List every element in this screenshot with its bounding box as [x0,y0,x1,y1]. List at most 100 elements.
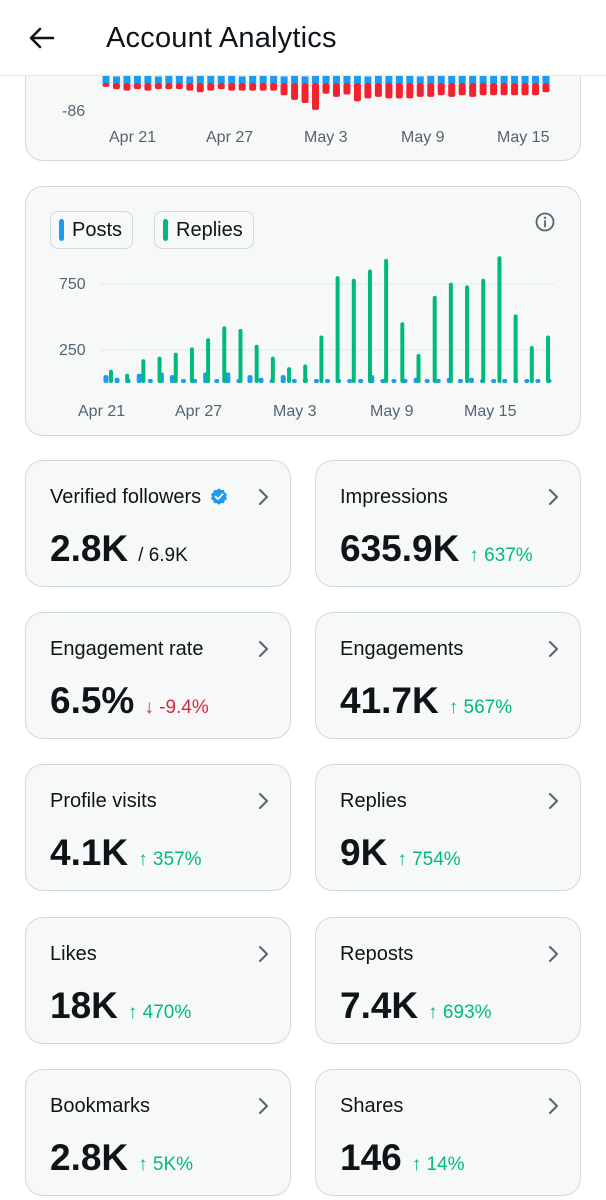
negative-bar [416,83,424,97]
positive-bar [427,74,435,83]
posts-bar [391,379,397,383]
stat-change: ↑ 637% [469,545,533,566]
posts-bar [247,375,253,383]
replies-bar [270,356,275,383]
legend-replies[interactable]: Replies [154,211,254,249]
chevron-right-icon [259,793,268,809]
stat-label: Reposts [340,942,413,966]
stat-card-verified-followers[interactable]: Verified followers 2.8K / 6.9K [25,460,291,587]
replies-bar [254,344,259,383]
positive-bar [301,76,309,83]
negative-bar [123,83,131,91]
stat-card-shares[interactable]: Shares 146 ↑ 14% [315,1069,581,1196]
replies-bar [319,335,324,383]
stat-value: 7.4K [340,985,419,1026]
positive-bar [102,74,110,83]
stat-label-text: Likes [50,943,97,965]
posts-bar [491,379,497,383]
negative-bar [165,83,173,90]
positive-bar [332,74,340,83]
chevron-right-icon [259,946,268,962]
negative-bar [385,83,393,99]
positive-bar [270,74,278,83]
negative-bar [312,83,320,110]
positive-bar [353,74,361,83]
posts-replies-bar-chart: 750 250 Apr 21 Apr 27 May 3 May 9 May 15 [59,256,554,420]
chevron-right-icon [549,1098,558,1114]
stat-card-bookmarks[interactable]: Bookmarks 2.8K ↑ 5K% [25,1069,291,1196]
negative-bar [217,83,225,90]
posts-bar [136,373,142,383]
posts-bar [468,377,474,383]
negative-bar [374,83,382,97]
positive-bar [291,74,299,83]
stat-card-reposts[interactable]: Reposts 7.4K ↑ 693% [315,917,581,1044]
replies-bar [173,352,178,383]
posts-replies-chart-card: 750 250 Apr 21 Apr 27 May 3 May 9 May 15 Posts… [25,186,581,436]
info-icon[interactable] [534,211,556,233]
stat-card-engagements[interactable]: Engagements 41.7K ↑ 567% [315,612,581,739]
negative-bar [186,83,194,91]
stat-value-row: 2.8K ↑ 5K% [50,1136,193,1187]
stat-label: Verified followers [50,485,229,509]
posts-bar [313,379,319,383]
chevron-right-icon [259,1098,268,1114]
negative-bar [364,83,372,99]
stat-label-text: Shares [340,1095,404,1117]
negative-bar [448,83,456,97]
y-tick-label: -86 [62,103,85,120]
positive-bar [186,76,194,83]
stat-value-row: 635.9K ↑ 637% [340,527,533,578]
legend-posts[interactable]: Posts [50,211,134,249]
posts-bar [181,379,187,383]
stat-change: ↑ 470% [127,1002,192,1023]
replies-bar [303,364,308,383]
stat-change: ↑ 5K% [138,1154,194,1175]
positive-bar [521,74,529,83]
stat-card-replies[interactable]: Replies 9K ↑ 754% [315,764,581,891]
stat-change: ↑ 754% [397,849,461,870]
chevron-right-icon [549,793,558,809]
positive-bar [500,74,508,83]
stat-card-likes[interactable]: Likes 18K ↑ 470% [25,917,291,1044]
posts-bar [225,372,231,383]
negative-bar [490,83,498,96]
stat-value: 18K [50,985,118,1026]
net-bar-chart: -86 Apr 21 Apr 27 May 3 May 9 May 15 [62,74,551,146]
negative-bar [322,83,330,94]
stat-label-text: Impressions [340,486,448,508]
positive-bar [312,74,320,83]
positive-bar [469,74,477,83]
positive-bar [437,74,445,83]
verified-badge-icon [211,488,228,505]
negative-bar [280,83,288,96]
replies-bar [546,335,550,383]
replies-bar [481,278,486,383]
posts-bar [169,375,175,383]
stat-card-engagement-rate[interactable]: Engagement rate 6.5% ↓ -9.4% [25,612,291,739]
positive-bar [123,74,131,83]
x-tick-label: May 9 [370,403,414,420]
negative-bar [175,83,183,90]
negative-bar [500,83,508,96]
replies-bar [367,269,372,383]
negative-bar [270,83,278,91]
stat-label-text: Bookmarks [50,1095,151,1117]
back-button[interactable] [22,18,62,58]
replies-bar [432,295,437,383]
stat-value-row: 9K ↑ 754% [340,831,461,882]
replies-bar [189,347,194,383]
positive-bar [490,74,498,83]
posts-bar [325,379,330,383]
stat-label-text: Replies [340,790,407,812]
negative-bar [154,83,162,90]
positive-bar [249,74,257,83]
replies-bar [238,328,243,383]
stat-value: 2.8K [50,528,129,569]
posts-bar [347,379,353,383]
positive-bar [196,74,204,83]
stat-label-text: Reposts [340,943,414,965]
stat-card-impressions[interactable]: Impressions 635.9K ↑ 637% [315,460,581,587]
stat-card-profile-visits[interactable]: Profile visits 4.1K ↑ 357% [25,764,291,891]
stat-value: 4.1K [50,832,129,873]
